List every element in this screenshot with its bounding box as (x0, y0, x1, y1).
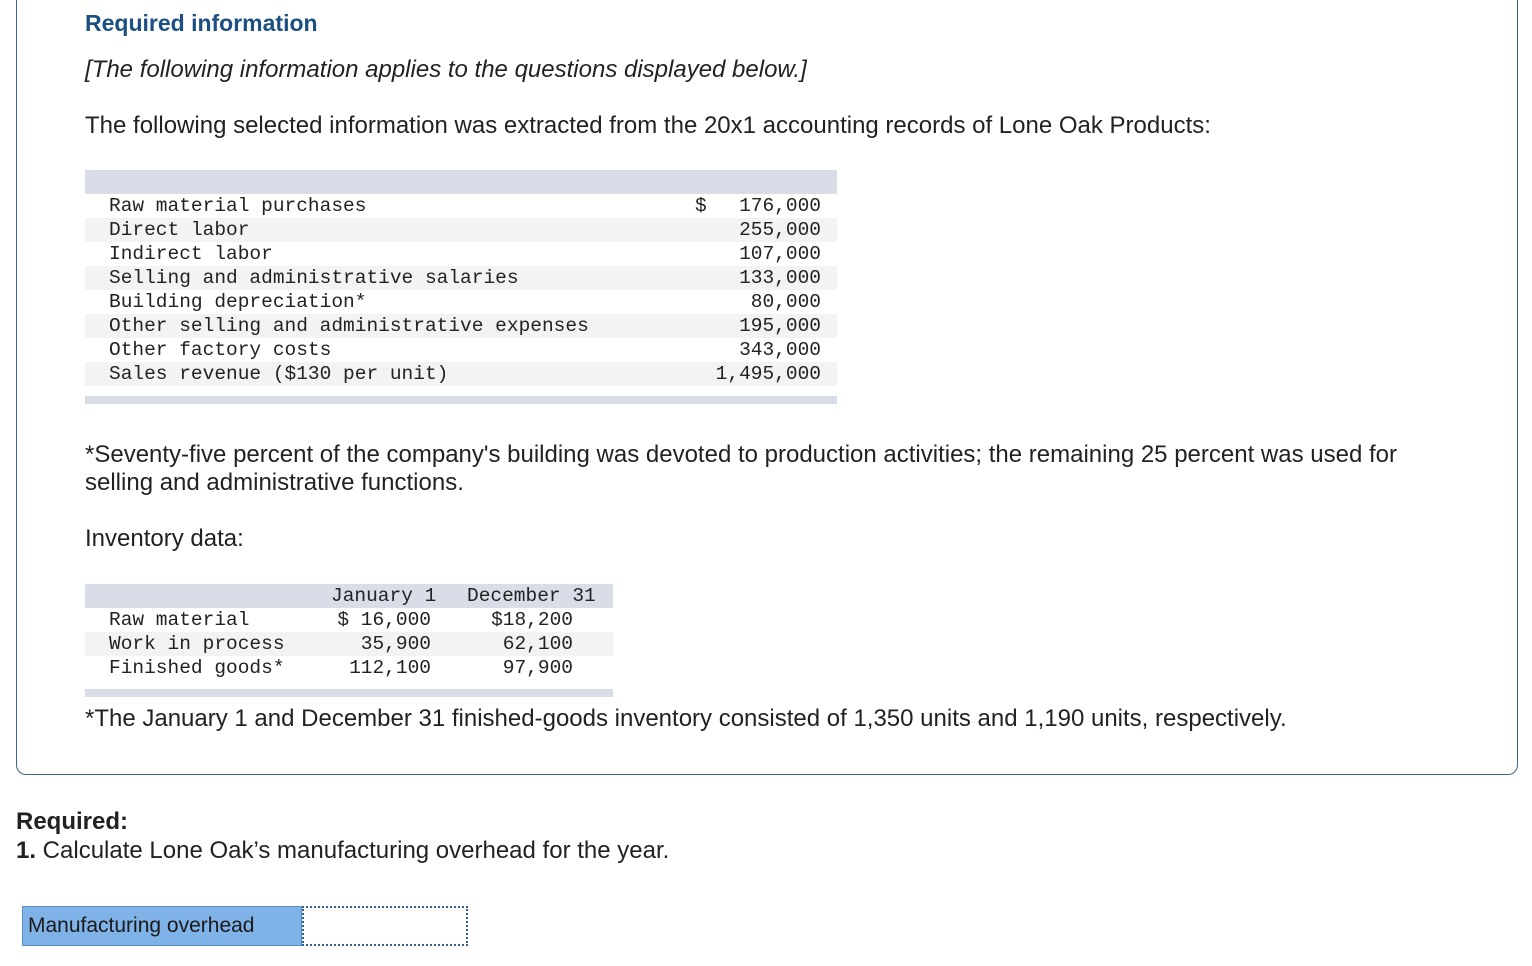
inventory-heading: Inventory data: (85, 525, 244, 552)
table-footer-band (85, 689, 613, 697)
row-amount: 195,000 (739, 315, 821, 337)
table-row: Finished goods* 112,100 97,900 (85, 656, 613, 680)
table-header-row: January 1 December 31 (85, 584, 613, 608)
intro-text: The following selected information was e… (85, 112, 1211, 139)
row-label: Indirect labor (109, 243, 273, 265)
row-label: Other factory costs (109, 339, 332, 361)
table-row: Raw material purchases $ 176,000 (85, 194, 837, 218)
table-header-band (323, 584, 613, 608)
answer-label: Manufacturing overhead (22, 906, 302, 946)
row-label: Direct labor (109, 219, 250, 241)
inventory-table: January 1 December 31 Raw material $ 16,… (85, 584, 613, 697)
table-row: Other factory costs 343,000 (85, 338, 837, 362)
question-number: 1. (16, 837, 37, 864)
table-row: Indirect labor 107,000 (85, 242, 837, 266)
dec-value: 97,900 (502, 657, 573, 679)
table-row: Sales revenue ($130 per unit) 1,495,000 (85, 362, 837, 386)
question-text: Calculate Lone Oak’s manufacturing overh… (36, 837, 670, 864)
column-header-dec: December 31 (467, 585, 596, 607)
dec-value: 62,100 (502, 633, 573, 655)
section-heading: Required information (85, 10, 318, 36)
cost-table: Raw material purchases $ 176,000 Direct … (85, 170, 837, 404)
manufacturing-overhead-input[interactable] (302, 906, 468, 946)
table-row: Selling and administrative salaries 133,… (85, 266, 837, 290)
table-footer-band (85, 396, 837, 404)
dec-value: $18,200 (491, 609, 573, 631)
table-row: Building depreciation* 80,000 (85, 290, 837, 314)
row-label: Selling and administrative salaries (109, 267, 519, 289)
table-row: Other selling and administrative expense… (85, 314, 837, 338)
column-header-jan: January 1 (331, 585, 437, 607)
row-amount: 107,000 (739, 243, 821, 265)
row-label: Other selling and administrative expense… (109, 315, 589, 337)
jan-value: 112,100 (349, 657, 431, 679)
required-information-panel (16, 0, 1518, 775)
required-label: Required: (16, 808, 129, 835)
jan-value: 35,900 (360, 633, 431, 655)
jan-value: $ 16,000 (337, 609, 431, 631)
applies-note: [The following information applies to th… (85, 56, 807, 83)
row-amount: 176,000 (739, 195, 821, 217)
row-amount: 255,000 (739, 219, 821, 241)
row-amount: 80,000 (750, 291, 821, 313)
table-header-band (85, 170, 837, 194)
row-label: Raw material (109, 609, 250, 631)
row-amount: 343,000 (739, 339, 821, 361)
table-row: Raw material $ 16,000 $18,200 (85, 608, 613, 632)
table-header-band (85, 584, 323, 608)
table-row: Work in process 35,900 62,100 (85, 632, 613, 656)
row-amount: 1,495,000 (715, 363, 821, 385)
row-label: Raw material purchases (109, 195, 367, 217)
row-amount: 133,000 (739, 267, 821, 289)
row-label: Work in process (109, 633, 285, 655)
row-label: Building depreciation* (109, 291, 367, 313)
finished-goods-footnote: *The January 1 and December 31 finished-… (85, 705, 1287, 732)
row-label: Finished goods* (109, 657, 285, 679)
building-footnote: *Seventy-five percent of the company's b… (85, 441, 1397, 496)
row-label: Sales revenue ($130 per unit) (109, 363, 449, 385)
question-1: 1. Calculate Lone Oak’s manufacturing ov… (16, 837, 669, 865)
table-row: Direct labor 255,000 (85, 218, 837, 242)
dollar-sign: $ (695, 195, 707, 217)
